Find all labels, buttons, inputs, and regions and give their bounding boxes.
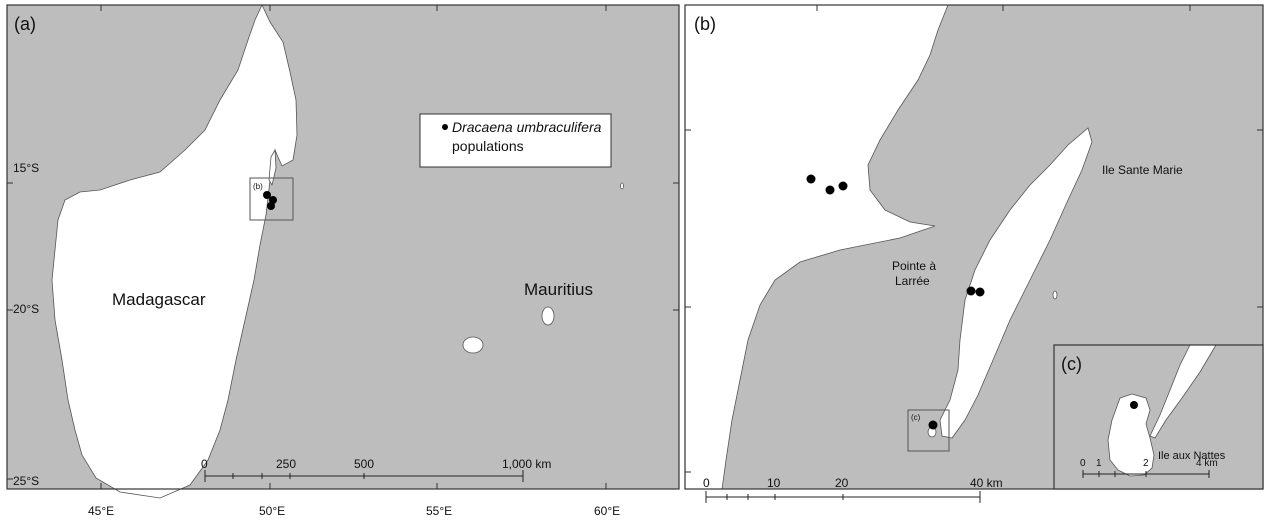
madagascar-label: Madagascar bbox=[112, 290, 206, 309]
population-marker bbox=[975, 287, 985, 297]
legend-marker bbox=[442, 124, 448, 130]
pointe-label-line2: Larrée bbox=[895, 274, 930, 288]
panel-c-label: (c) bbox=[1061, 354, 1082, 374]
legend-suffix: populations bbox=[452, 138, 524, 154]
population-marker bbox=[838, 181, 848, 191]
panel-b-frame bbox=[684, 4, 1264, 490]
scale-tick-label: 1 bbox=[1096, 458, 1102, 469]
population-marker bbox=[263, 191, 271, 199]
lat-label-15s: 15°S bbox=[13, 161, 39, 175]
lat-label-25s: 25°S bbox=[13, 474, 39, 488]
panel-c-frame bbox=[1053, 344, 1264, 490]
mainland-coast bbox=[684, 4, 949, 490]
scale-tick-label: 0 bbox=[703, 476, 710, 490]
panel-a-label: (a) bbox=[14, 14, 36, 34]
population-marker bbox=[966, 286, 976, 296]
panel-b-scale-bar: 0 10 20 40 km bbox=[703, 476, 1003, 503]
reunion-island bbox=[462, 336, 484, 354]
legend-species: Dracaena umbraculifera bbox=[452, 119, 602, 135]
legend-box bbox=[419, 113, 612, 168]
ile-aux-nattes-label: Ile aux Nattes bbox=[1158, 450, 1226, 462]
scale-tick-label: 500 bbox=[354, 457, 374, 471]
scale-tick-label: 20 bbox=[835, 476, 849, 490]
scale-tick-label: 250 bbox=[276, 457, 296, 471]
lat-label-20s: 20°S bbox=[13, 302, 39, 316]
madagascar-landmass bbox=[51, 4, 298, 499]
inset-b-box bbox=[249, 177, 294, 221]
inset-c-label: (c) bbox=[911, 413, 921, 422]
pointe-label-line1: Pointe à bbox=[892, 259, 936, 273]
panel-c-sea bbox=[1054, 345, 1263, 489]
mauritius-island bbox=[541, 306, 555, 326]
scale-tick-label: 10 bbox=[767, 476, 781, 490]
panel-a-scale-bar: 0 250 500 1,000 km bbox=[201, 457, 551, 482]
scale-tick-label: 1,000 km bbox=[502, 457, 551, 471]
lon-label-45e: 45°E bbox=[88, 504, 114, 518]
scale-tick-label: 0 bbox=[201, 457, 208, 471]
lon-label-60e: 60°E bbox=[594, 504, 620, 518]
population-marker bbox=[825, 185, 835, 195]
scale-tick-label: 40 km bbox=[970, 476, 1003, 490]
ile-aux-nattes bbox=[1107, 393, 1155, 477]
sainte-marie-tip bbox=[1149, 344, 1217, 439]
scale-tick-label: 2 bbox=[1143, 458, 1149, 469]
tiny-island bbox=[620, 182, 624, 190]
population-marker bbox=[928, 420, 938, 430]
panel-c: Ile aux Nattes 0 1 2 4 km (c) bbox=[1053, 344, 1264, 490]
scale-tick-label: 4 km bbox=[1196, 458, 1218, 469]
inset-b-label: (b) bbox=[253, 182, 263, 191]
population-marker bbox=[806, 174, 816, 184]
population-marker bbox=[267, 202, 275, 210]
islet bbox=[1052, 290, 1058, 300]
ile-sante-marie-label: Ile Sante Marie bbox=[1102, 163, 1183, 177]
ile-sainte-marie bbox=[939, 127, 1093, 439]
panel-a-frame bbox=[6, 4, 680, 490]
lon-label-55e: 55°E bbox=[426, 504, 452, 518]
panel-a: (b) Dracaena umbraculifera populations M… bbox=[6, 4, 680, 499]
population-marker bbox=[1130, 401, 1138, 409]
inset-c-box bbox=[907, 409, 950, 452]
mauritius-label: Mauritius bbox=[524, 280, 593, 299]
scale-tick-label: 0 bbox=[1080, 458, 1086, 469]
sainte-marie-small bbox=[268, 148, 277, 187]
panel-b-label: (b) bbox=[694, 14, 716, 34]
lon-label-50e: 50°E bbox=[259, 504, 285, 518]
